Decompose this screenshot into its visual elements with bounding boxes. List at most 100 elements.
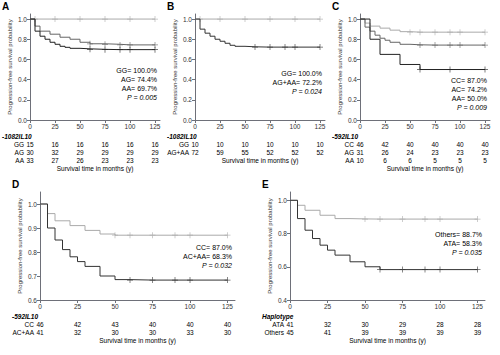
svg-text:52: 52 [316,149,324,156]
svg-text:0.2: 0.2 [18,96,27,103]
svg-text:25: 25 [216,123,224,130]
svg-text:23: 23 [126,157,134,164]
svg-text:0: 0 [288,303,292,310]
svg-text:16: 16 [151,141,159,148]
svg-text:125: 125 [315,123,326,130]
svg-text:10: 10 [291,141,299,148]
svg-text:27: 27 [51,157,59,164]
svg-text:33: 33 [26,157,34,164]
svg-text:Progression-free survival prob: Progression-free survival probability [7,19,13,114]
svg-text:P = 0.035: P = 0.035 [452,249,482,256]
svg-text:Progression-free survival prob: Progression-free survival probability [17,198,23,293]
svg-text:25: 25 [324,303,332,310]
svg-text:10: 10 [356,157,364,164]
svg-text:39: 39 [436,329,444,336]
svg-text:1.0: 1.0 [28,201,37,208]
svg-text:75: 75 [101,123,109,130]
svg-text:CC= 87.0%: CC= 87.0% [451,77,487,84]
svg-text:46: 46 [36,321,44,328]
svg-text:50: 50 [406,123,414,130]
svg-text:6: 6 [383,157,387,164]
svg-text:0.6: 0.6 [18,56,27,63]
svg-text:0.7: 0.7 [28,273,37,280]
svg-text:23: 23 [431,149,439,156]
svg-text:P = 0.005: P = 0.005 [127,94,157,101]
svg-text:D: D [12,179,19,190]
svg-text:40: 40 [456,141,464,148]
svg-text:125: 125 [222,303,233,310]
svg-text:0.2: 0.2 [183,96,192,103]
svg-text:5: 5 [458,157,462,164]
svg-text:1.0: 1.0 [18,16,27,23]
svg-text:0.4: 0.4 [18,76,27,83]
svg-text:E: E [262,179,269,190]
svg-text:0.6: 0.6 [348,56,357,63]
svg-text:C: C [332,1,339,12]
svg-text:125: 125 [480,123,491,130]
svg-text:0.6: 0.6 [183,56,192,63]
svg-text:6: 6 [408,157,412,164]
svg-text:59: 59 [216,149,224,156]
svg-text:AC+AA= 68.3%: AC+AA= 68.3% [183,253,232,260]
svg-text:23: 23 [101,157,109,164]
svg-text:AG: AG [15,149,24,156]
svg-text:26: 26 [76,157,84,164]
svg-text:Survival time in months (y): Survival time in months (y) [349,337,426,345]
svg-text:40: 40 [481,141,489,148]
svg-text:72: 72 [191,149,199,156]
svg-text:10: 10 [191,141,199,148]
svg-text:100: 100 [435,303,446,310]
svg-text:AG= 74.4%: AG= 74.4% [121,76,157,83]
svg-text:16: 16 [76,141,84,148]
svg-text:0.8: 0.8 [278,230,287,237]
svg-text:16: 16 [101,141,109,148]
svg-text:CC: CC [25,321,35,328]
svg-text:50: 50 [361,303,369,310]
svg-text:41: 41 [324,329,332,336]
svg-text:39: 39 [399,329,407,336]
svg-text:26: 26 [381,149,389,156]
svg-text:30: 30 [361,321,369,328]
svg-text:39: 39 [474,329,482,336]
svg-text:75: 75 [399,303,407,310]
svg-text:16: 16 [51,141,59,148]
svg-text:AA= 50.0%: AA= 50.0% [452,95,487,102]
svg-text:0.9: 0.9 [28,225,37,232]
svg-text:24: 24 [406,149,414,156]
svg-text:31: 31 [356,149,364,156]
svg-text:Progression-free survival prob: Progression-free survival probability [172,19,178,114]
svg-text:32: 32 [51,149,59,156]
svg-text:29: 29 [76,149,84,156]
svg-text:0: 0 [193,123,197,130]
svg-text:40: 40 [431,141,439,148]
svg-text:Survival time in months (y): Survival time in months (y) [222,157,299,165]
svg-text:Survival time in months (y): Survival time in months (y) [57,165,134,173]
svg-text:29: 29 [151,149,159,156]
svg-text:CC: CC [345,141,355,148]
svg-text:30: 30 [26,149,34,156]
svg-text:28: 28 [474,321,482,328]
svg-text:15: 15 [26,141,34,148]
svg-text:42: 42 [74,321,82,328]
svg-text:0.8: 0.8 [18,36,27,43]
svg-text:30: 30 [149,329,157,336]
svg-text:P = 0.024: P = 0.024 [292,88,322,95]
svg-text:P = 0.009: P = 0.009 [457,104,487,111]
svg-text:32: 32 [324,321,332,328]
svg-text:AA: AA [345,157,354,164]
svg-text:50: 50 [111,303,119,310]
svg-text:23: 23 [456,149,464,156]
svg-text:10: 10 [241,141,249,148]
svg-text:0.6: 0.6 [28,297,37,304]
svg-text:40: 40 [406,141,414,148]
svg-text:Haplotype: Haplotype [262,313,294,321]
svg-text:75: 75 [266,123,274,130]
svg-text:42: 42 [381,141,389,148]
svg-text:Progression-free survival prob: Progression-free survival probability [337,19,343,114]
svg-text:50: 50 [76,123,84,130]
svg-text:Progression-free survival prob: Progression-free survival probability [267,198,273,293]
svg-text:0.8: 0.8 [28,249,37,256]
svg-text:0.4: 0.4 [183,76,192,83]
svg-text:0.0: 0.0 [183,117,192,124]
svg-text:AG+AA= 72.2%: AG+AA= 72.2% [273,79,322,86]
